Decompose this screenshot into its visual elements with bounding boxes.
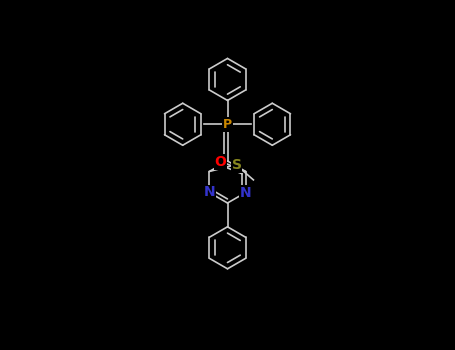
- Text: O: O: [215, 155, 227, 169]
- Text: P: P: [223, 118, 232, 131]
- Text: S: S: [232, 158, 242, 172]
- Text: N: N: [203, 186, 215, 199]
- Text: N: N: [240, 186, 252, 199]
